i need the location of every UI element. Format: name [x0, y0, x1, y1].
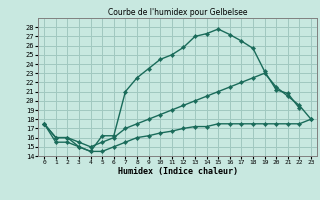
X-axis label: Humidex (Indice chaleur): Humidex (Indice chaleur) [118, 167, 238, 176]
Title: Courbe de l'humidex pour Gelbelsee: Courbe de l'humidex pour Gelbelsee [108, 8, 247, 17]
